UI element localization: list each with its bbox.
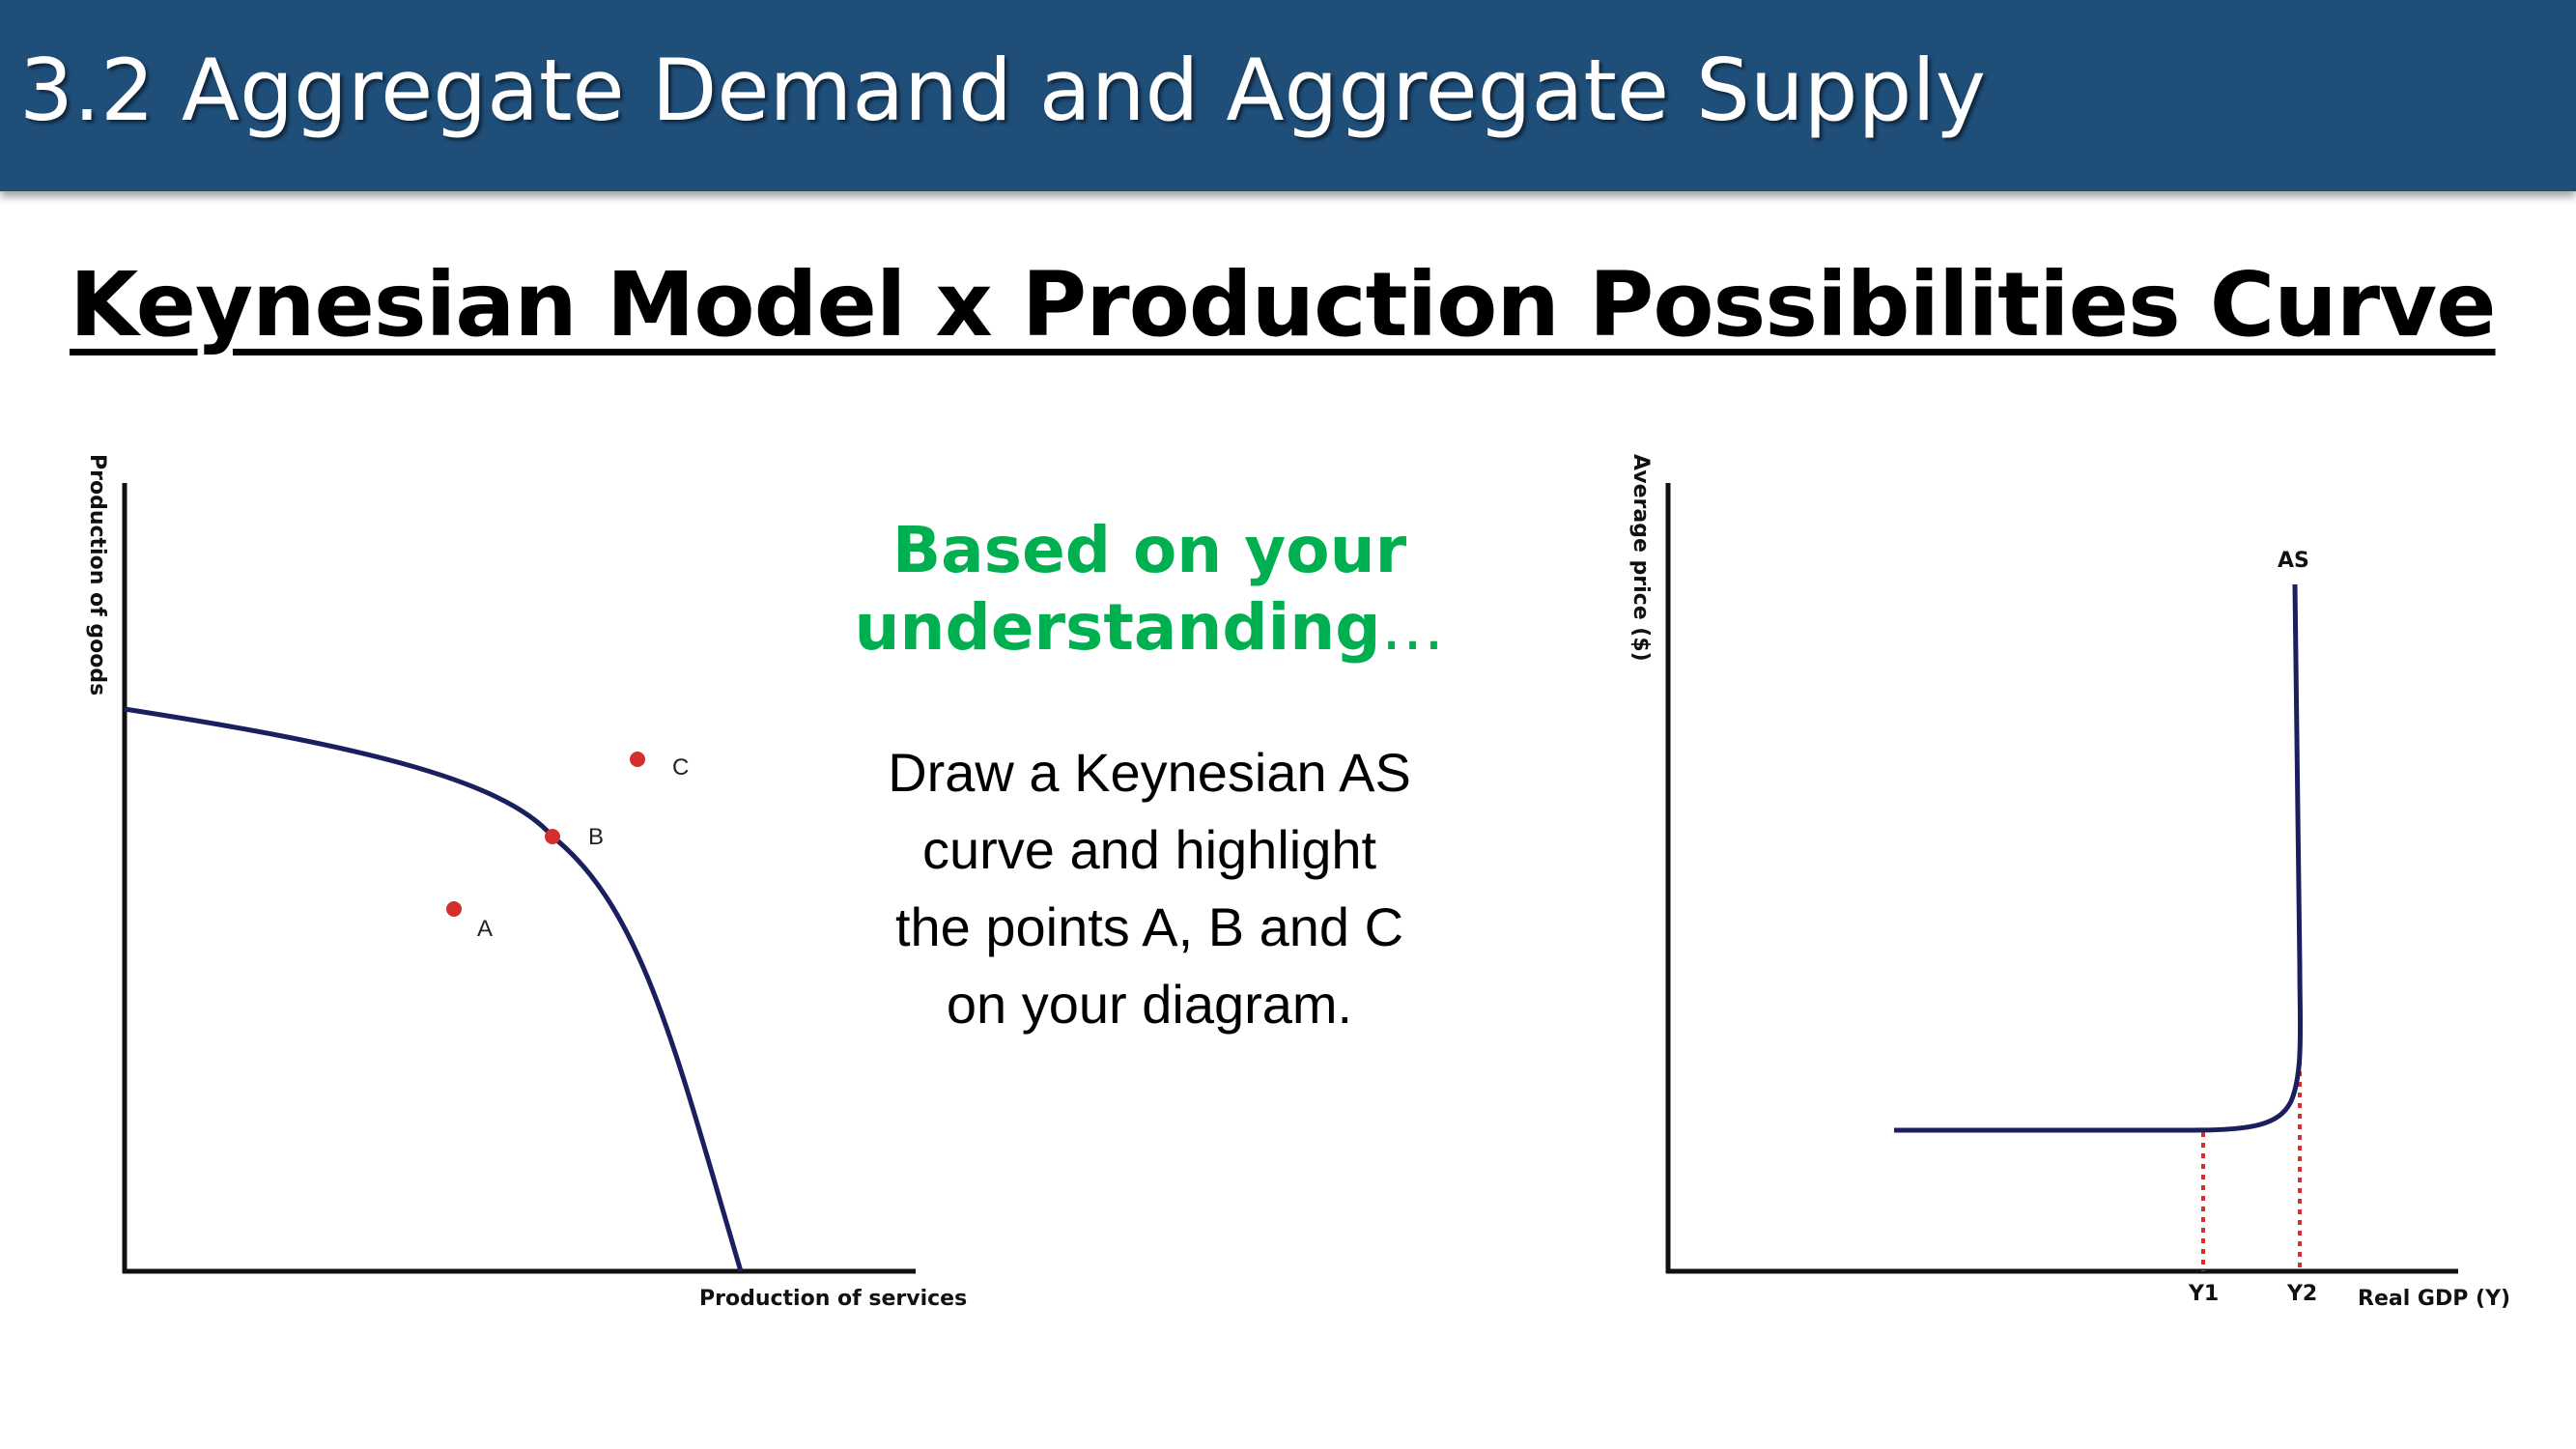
as-y-axis-label: Average price ($) — [1628, 454, 1653, 662]
prompt-line-2-text: understanding — [854, 590, 1381, 665]
task-line-4: on your diagram. — [946, 974, 1353, 1035]
task-line-2: curve and highlight — [921, 819, 1377, 880]
prompt-ellipsis: … — [1380, 590, 1445, 665]
task-line-3: the points A, B and C — [894, 896, 1404, 957]
ppc-diagram: Production of goods Production of servic… — [85, 454, 967, 1311]
slide-title: 3.2 Aggregate Demand and Aggregate Suppl… — [19, 41, 1986, 140]
point-b-marker — [545, 829, 560, 844]
ppc-x-axis-label: Production of services — [699, 1287, 967, 1311]
task-line-1: Draw a Keynesian AS — [888, 742, 1411, 803]
point-c-label: C — [672, 754, 689, 781]
as-x-axis-label: Real GDP (Y) — [2358, 1287, 2510, 1311]
ppc-y-axis-label: Production of goods — [85, 454, 109, 696]
y1-marker-label: Y1 — [2188, 1282, 2219, 1306]
title-bar: 3.2 Aggregate Demand and Aggregate Suppl… — [0, 0, 2576, 191]
prompt-heading: Based on your understanding… — [831, 512, 1468, 667]
as-diagram: Average price ($) Real GDP (Y) AS Y1 Y2 — [1628, 454, 2510, 1311]
task-instructions: Draw a Keynesian AS curve and highlight … — [831, 734, 1468, 1043]
point-a-label: A — [477, 916, 493, 942]
as-curve-label: AS — [2278, 549, 2309, 573]
slide-subtitle: Keynesian Model x Production Possibiliti… — [70, 253, 2497, 356]
point-b-label: B — [588, 824, 604, 850]
ppc-curve — [124, 706, 744, 1272]
point-a-marker — [446, 901, 462, 917]
as-curve — [1894, 583, 2304, 1133]
prompt-line-2: understanding… — [831, 589, 1468, 667]
prompt-line-1: Based on your — [892, 513, 1407, 587]
y2-marker-label: Y2 — [2286, 1282, 2317, 1306]
point-c-marker — [630, 752, 645, 767]
